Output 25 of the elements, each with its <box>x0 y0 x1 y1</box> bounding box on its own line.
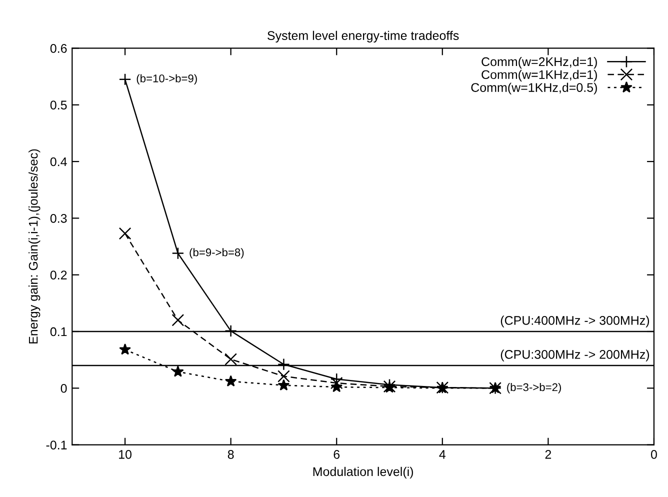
y-tick-label: -0.1 <box>46 440 67 450</box>
annotation: (b=10->b=9) <box>136 74 197 85</box>
y-axis-title: Energy gain: Gain(i,i-1),(joules/sec) <box>28 149 40 344</box>
x-tick-label: 6 <box>334 450 340 459</box>
x-tick-label: 10 <box>119 450 132 459</box>
legend-label: Comm(w=1KHz,d=0.5) <box>471 82 597 94</box>
x-axis-title: Modulation level(i) <box>313 466 414 479</box>
y-tick-label: 0 <box>60 384 67 393</box>
y-tick-label: 0.3 <box>50 214 67 223</box>
legend-label: Comm(w=2KHz,d=1) <box>482 56 597 69</box>
annotation: (CPU:300MHz -> 200MHz) <box>500 350 650 362</box>
y-tick-label: 0.4 <box>50 157 67 166</box>
legend-label: Comm(w=1KHz,d=1) <box>482 70 597 82</box>
x-tick-label: 0 <box>650 450 657 459</box>
x-tick-label: 4 <box>439 450 446 459</box>
y-tick-label: 0.2 <box>50 270 67 280</box>
x-tick-label: 2 <box>545 450 552 459</box>
y-tick-label: 0.1 <box>50 327 67 336</box>
annotation: (b=3->b=2) <box>507 382 561 394</box>
x-tick-label: 8 <box>228 450 234 459</box>
y-tick-label: 0.5 <box>50 100 67 110</box>
chart-title: System level energy-time tradeoffs <box>268 30 459 42</box>
annotation: (CPU:400MHz -> 300MHz) <box>500 316 650 328</box>
annotation: (b=9->b=8) <box>190 248 244 258</box>
y-tick-label: 0.6 <box>50 44 67 53</box>
